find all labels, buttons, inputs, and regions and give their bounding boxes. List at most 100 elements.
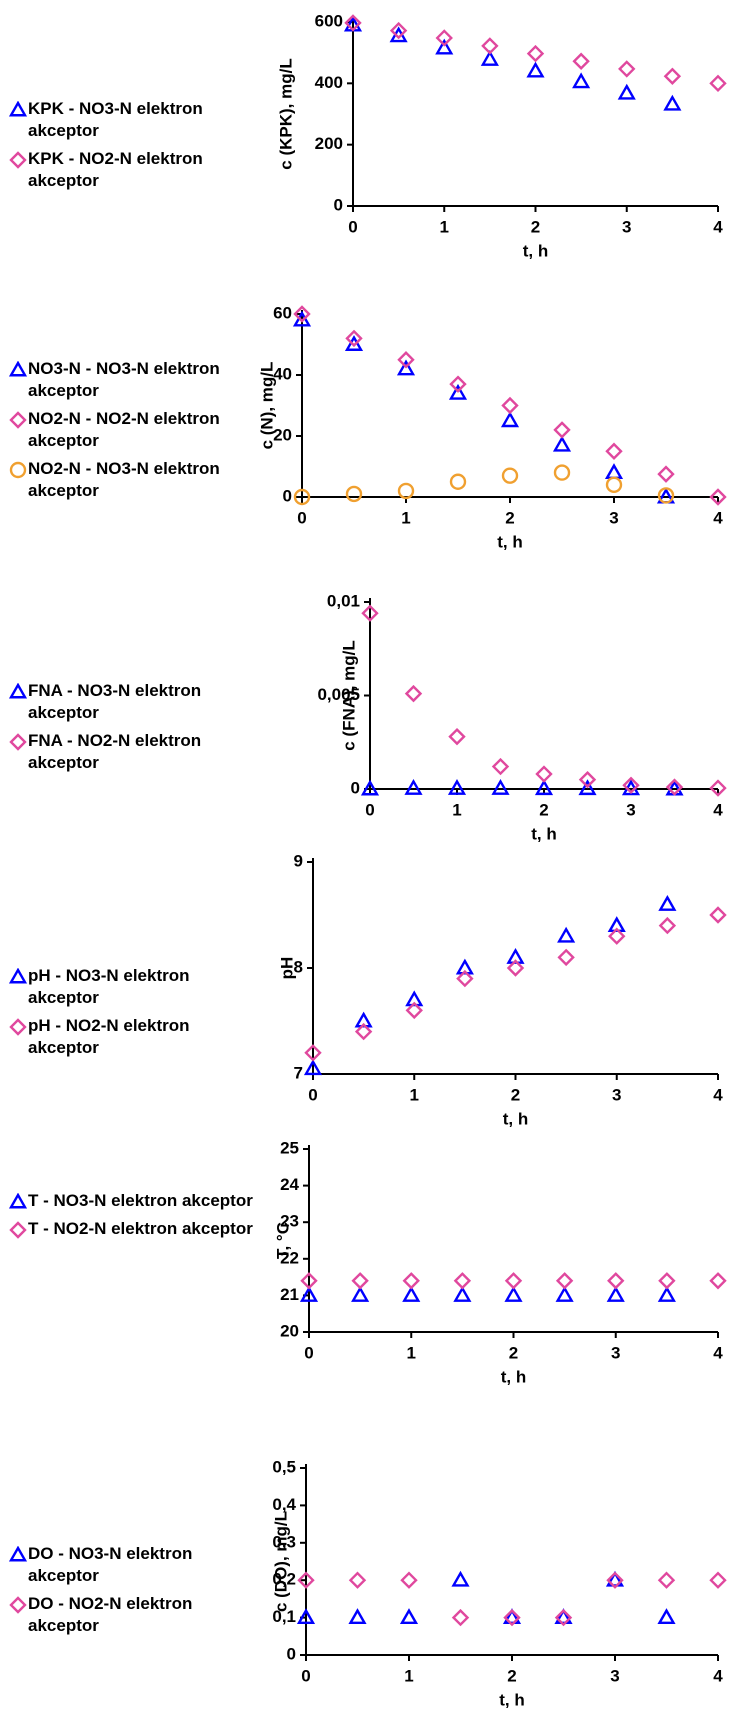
data-point — [663, 94, 682, 111]
data-point — [554, 1608, 573, 1627]
legend-label: T - NO2-N elektron akceptor — [28, 1219, 253, 1238]
data-point — [299, 1285, 319, 1302]
legend-symbol — [9, 461, 27, 479]
y-tick-label: 200 — [315, 134, 343, 153]
legend-marker — [9, 411, 27, 429]
data-point — [572, 52, 590, 70]
data-point — [618, 60, 636, 78]
legend-marker — [8, 968, 28, 984]
legend-marker — [9, 1221, 27, 1239]
data-point — [303, 1059, 323, 1076]
y-tick-label: 0 — [351, 778, 360, 797]
legend-marker — [8, 1546, 28, 1562]
y-axis-title: c (DO), mg/L — [271, 1511, 290, 1612]
legend-entry: DO - NO3-N elektron akceptor — [8, 1543, 270, 1587]
legend-marker — [8, 1193, 28, 1209]
legend-label: FNA - NO2-N elektron akceptor — [28, 731, 202, 772]
legend-symbol — [8, 683, 28, 699]
x-axis-title: t, h — [501, 1367, 527, 1386]
y-tick-label: 0 — [334, 195, 343, 214]
data-point — [658, 1272, 676, 1290]
y-tick-label: 20 — [273, 425, 292, 444]
data-point — [658, 916, 677, 935]
y-tick-label: 0,3 — [272, 1532, 296, 1551]
data-point — [405, 1001, 423, 1020]
data-point — [354, 1022, 373, 1041]
x-tick-label: 2 — [505, 508, 514, 527]
legend-label: T - NO3-N elektron akceptor — [28, 1191, 253, 1210]
data-point — [553, 421, 571, 439]
x-tick-label: 2 — [531, 217, 540, 236]
x-tick-label: 0 — [297, 508, 306, 527]
legend-entry: DO - NO2-N elektron akceptor — [8, 1593, 270, 1637]
data-point — [553, 464, 571, 481]
y-tick-label: 21 — [280, 1285, 299, 1304]
x-tick-label: 4 — [713, 217, 723, 236]
legend-label: NO2-N - NO2-N elektron akceptor — [28, 409, 220, 450]
legend-symbol — [8, 1546, 28, 1562]
data-point — [608, 927, 626, 945]
data-point — [348, 1608, 367, 1625]
legend-label: KPK - NO2-N elektron akceptor — [28, 149, 203, 190]
data-point — [500, 411, 520, 428]
y-axis-title: pH — [277, 957, 296, 980]
data-point — [453, 1272, 472, 1290]
data-point — [572, 72, 591, 89]
legend-entry: T - NO2-N elektron akceptor — [8, 1218, 270, 1240]
data-point — [456, 969, 474, 988]
x-tick-label: 3 — [622, 217, 631, 236]
y-tick-label: 0,5 — [272, 1457, 296, 1476]
data-point — [526, 61, 545, 78]
data-point — [657, 1608, 676, 1625]
data-point — [351, 1285, 370, 1302]
x-tick-label: 1 — [410, 1085, 419, 1104]
y-tick-label: 600 — [315, 11, 343, 30]
y-tick-label: 23 — [280, 1212, 299, 1231]
data-point — [449, 375, 467, 393]
data-point — [448, 727, 466, 746]
data-point — [607, 1272, 625, 1290]
legend-entry: KPK - NO3-N elektron akceptor — [8, 98, 270, 142]
data-point — [297, 1571, 315, 1589]
legend-entry: NO3-N - NO3-N elektron akceptor — [8, 358, 270, 402]
x-tick-label: 0 — [365, 800, 374, 819]
y-tick-label: 7 — [294, 1063, 303, 1082]
y-tick-label: 400 — [315, 73, 343, 92]
data-point — [555, 1285, 574, 1302]
x-tick-label: 0 — [308, 1085, 317, 1104]
y-axis-title: c (N), mg/L — [257, 362, 276, 450]
legend-symbol — [8, 968, 28, 984]
data-point — [435, 38, 454, 55]
data-point — [402, 1272, 420, 1290]
data-point — [502, 1608, 522, 1625]
data-point — [663, 67, 682, 85]
x-axis-title: t, h — [499, 1690, 525, 1709]
legend: FNA - NO3-N elektron akceptor FNA - NO2-N… — [8, 680, 270, 780]
x-axis-title: t, h — [497, 532, 523, 551]
x-tick-label: 1 — [452, 800, 461, 819]
data-point — [578, 779, 597, 796]
y-tick-label: 24 — [280, 1175, 299, 1194]
legend-marker — [8, 101, 28, 117]
x-tick-label: 4 — [713, 800, 723, 819]
legend-symbol — [9, 151, 27, 169]
data-point — [491, 779, 510, 795]
legend-entry: NO2-N - NO2-N elektron akceptor — [8, 408, 270, 452]
y-tick-label: 60 — [273, 303, 292, 322]
data-point — [348, 1571, 367, 1589]
data-point — [435, 29, 453, 47]
data-point — [480, 49, 499, 66]
data-point — [453, 1285, 472, 1302]
data-point — [504, 1285, 523, 1302]
x-tick-label: 0 — [301, 1666, 310, 1685]
y-tick-label: 9 — [294, 851, 303, 870]
data-point — [402, 1285, 421, 1302]
legend-symbol — [8, 101, 28, 117]
legend-label: pH - NO3-N elektron akceptor — [28, 966, 190, 1007]
data-point — [451, 1608, 470, 1627]
x-tick-label: 2 — [509, 1343, 518, 1362]
legend: DO - NO3-N elektron akceptor DO - NO2-N e… — [8, 1543, 270, 1643]
data-point — [351, 1272, 369, 1290]
